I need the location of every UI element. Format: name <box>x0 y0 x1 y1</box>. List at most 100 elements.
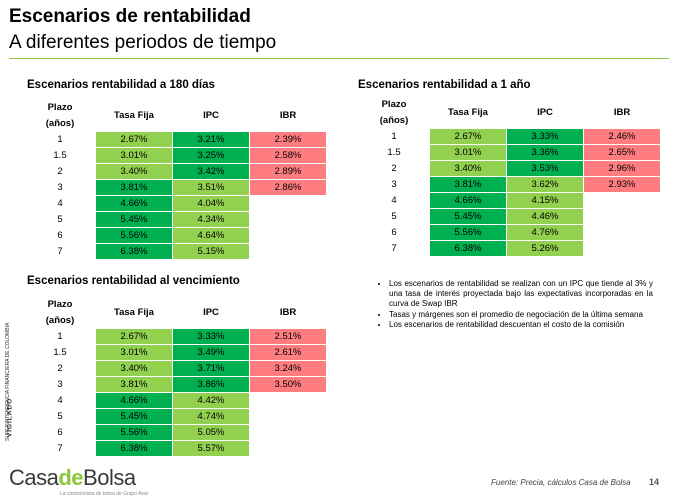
ibr-cell: 2.89% <box>250 164 326 179</box>
table-row: 7 6.38% 5.57% <box>40 441 330 457</box>
table-row: 3 3.81% 3.86% 3.50% <box>40 377 330 393</box>
ibr-cell: 2.51% <box>250 329 326 344</box>
plazo-header-line2: (años) <box>45 315 75 326</box>
ipc-cell: 4.15% <box>507 193 583 208</box>
casa-de-bolsa-logo: CasadeBolsa <box>9 466 136 490</box>
plazo-cell: 6 <box>391 227 397 238</box>
ipc-cell: 5.57% <box>173 441 249 456</box>
plazo-header-line2: (años) <box>379 115 409 126</box>
ibr-header: IBR <box>279 110 297 121</box>
table-row: 3 3.81% 3.62% 2.93% <box>374 177 664 193</box>
ibr-cell: 2.96% <box>584 161 660 176</box>
table-row: 7 6.38% 5.26% <box>374 241 664 257</box>
tasa-fija-cell: 4.66% <box>96 393 172 408</box>
tasa-fija-header: Tasa Fija <box>114 110 154 121</box>
ipc-cell: 4.34% <box>173 212 249 227</box>
plazo-cell: 4 <box>57 395 63 406</box>
tasa-fija-cell: 3.81% <box>430 177 506 192</box>
tasa-fija-cell: 2.67% <box>96 329 172 344</box>
plazo-cell: 1 <box>391 131 397 142</box>
plazo-header: Plazo (años) <box>40 100 80 132</box>
ipc-cell: 3.25% <box>173 148 249 163</box>
plazo-cell: 6 <box>57 230 63 241</box>
tasa-fija-cell: 3.40% <box>96 361 172 376</box>
logo-bolsa: Bolsa <box>83 465 136 490</box>
ipc-cell: 4.46% <box>507 209 583 224</box>
table-row: 4 4.66% 4.04% <box>40 196 330 212</box>
ipc-header: IPC <box>537 107 553 118</box>
table-row: 1 2.67% 3.33% 2.51% <box>40 329 330 345</box>
ipc-cell: 3.21% <box>173 132 249 147</box>
tasa-fija-cell: 5.56% <box>430 225 506 240</box>
table-row: 1 2.67% 3.33% 2.46% <box>374 129 664 145</box>
tasa-fija-cell: 5.45% <box>96 212 172 227</box>
plazo-cell: 1.5 <box>53 347 67 358</box>
ibr-cell: 2.65% <box>584 145 660 160</box>
plazo-cell: 1.5 <box>387 147 401 158</box>
ipc-cell: 3.53% <box>507 161 583 176</box>
ipc-cell: 3.42% <box>173 164 249 179</box>
table-row: 2 3.40% 3.42% 2.89% <box>40 164 330 180</box>
ipc-cell: 3.71% <box>173 361 249 376</box>
ibr-cell: 2.86% <box>250 180 326 195</box>
ipc-cell: 4.74% <box>173 409 249 424</box>
logo-tagline: La comisionista de bolsa de Grupo Aval <box>60 491 148 497</box>
ipc-cell: 5.05% <box>173 425 249 440</box>
returns-table-180-days: Plazo (años) Tasa Fija IPC IBR 1 2.67% 3.21% 2.3… <box>40 100 330 260</box>
page-title: Escenarios de rentabilidad <box>9 6 251 27</box>
plazo-cell: 4 <box>391 195 397 206</box>
ipc-cell: 3.33% <box>173 329 249 344</box>
plazo-cell: 7 <box>57 443 63 454</box>
logo-de: de <box>58 465 84 490</box>
plazo-header: Plazo (años) <box>40 297 80 329</box>
plazo-cell: 7 <box>57 246 63 257</box>
tasa-fija-header: Tasa Fija <box>114 307 154 318</box>
table-row: 6 5.56% 4.76% <box>374 225 664 241</box>
ipc-cell: 4.04% <box>173 196 249 211</box>
plazo-cell: 2 <box>391 163 397 174</box>
ibr-cell: 2.46% <box>584 129 660 144</box>
plazo-cell: 1 <box>57 331 63 342</box>
plazo-cell: 3 <box>57 379 63 390</box>
table-row: 1.5 3.01% 3.49% 2.61% <box>40 345 330 361</box>
logo-casa: Casa <box>9 465 59 490</box>
tasa-fija-cell: 6.38% <box>430 241 506 256</box>
note-item: Los escenarios de rentabilidad se realiz… <box>389 279 653 310</box>
ibr-header: IBR <box>279 307 297 318</box>
ibr-cell: 3.24% <box>250 361 326 376</box>
ipc-cell: 3.36% <box>507 145 583 160</box>
plazo-cell: 3 <box>57 182 63 193</box>
tasa-fija-cell: 5.45% <box>430 209 506 224</box>
table-row: 2 3.40% 3.71% 3.24% <box>40 361 330 377</box>
plazo-cell: 2 <box>57 363 63 374</box>
table-row: 3 3.81% 3.51% 2.86% <box>40 180 330 196</box>
table-row: 1.5 3.01% 3.25% 2.58% <box>40 148 330 164</box>
plazo-cell: 5 <box>57 214 63 225</box>
note-item: Los escenarios de rentabilidad descuenta… <box>389 320 653 330</box>
tasa-fija-cell: 3.81% <box>96 180 172 195</box>
table-title: Escenarios rentabilidad a 180 días <box>27 79 215 91</box>
table-row: 7 6.38% 5.15% <box>40 244 330 260</box>
header-divider <box>9 58 669 59</box>
tasa-fija-cell: 2.67% <box>96 132 172 147</box>
vigilado-seal: SUPERINTENDENCIA FINANCIERA DE COLOMBIA … <box>2 318 14 441</box>
table-row: 5 5.45% 4.46% <box>374 209 664 225</box>
plazo-cell: 2 <box>57 166 63 177</box>
tasa-fija-cell: 4.66% <box>430 193 506 208</box>
tasa-fija-cell: 3.40% <box>430 161 506 176</box>
table-row: 4 4.66% 4.42% <box>40 393 330 409</box>
ibr-header: IBR <box>613 107 631 118</box>
plazo-cell: 7 <box>391 243 397 254</box>
plazo-cell: 6 <box>57 427 63 438</box>
ibr-cell: 2.39% <box>250 132 326 147</box>
plazo-cell: 3 <box>391 179 397 190</box>
plazo-header-line1: Plazo <box>47 299 73 310</box>
plazo-cell: 1 <box>57 134 63 145</box>
table-title: Escenarios rentabilidad al vencimiento <box>27 275 240 287</box>
tasa-fija-cell: 6.38% <box>96 244 172 259</box>
seal-big-text: VIGILADO <box>6 397 14 438</box>
table-row: 6 5.56% 4.64% <box>40 228 330 244</box>
table-row: 5 5.45% 4.34% <box>40 212 330 228</box>
plazo-cell: 5 <box>391 211 397 222</box>
ipc-cell: 3.62% <box>507 177 583 192</box>
